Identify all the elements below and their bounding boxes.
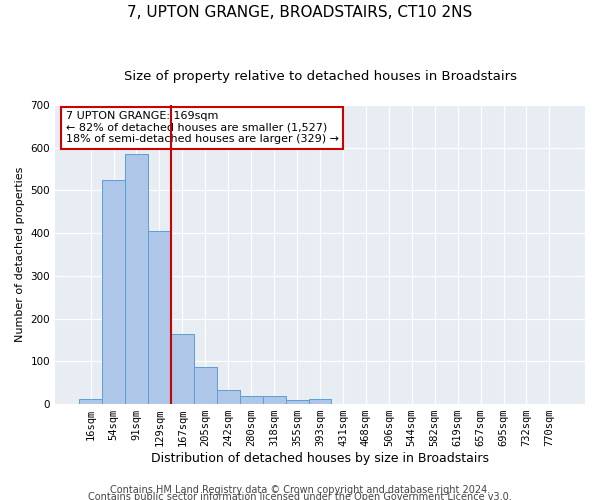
Bar bbox=[125, 154, 148, 404]
Text: Contains public sector information licensed under the Open Government Licence v3: Contains public sector information licen… bbox=[88, 492, 512, 500]
Bar bbox=[286, 400, 308, 404]
Text: 7, UPTON GRANGE, BROADSTAIRS, CT10 2NS: 7, UPTON GRANGE, BROADSTAIRS, CT10 2NS bbox=[127, 5, 473, 20]
Text: Contains HM Land Registry data © Crown copyright and database right 2024.: Contains HM Land Registry data © Crown c… bbox=[110, 485, 490, 495]
Bar bbox=[308, 399, 331, 404]
Bar bbox=[240, 396, 263, 404]
Bar bbox=[194, 367, 217, 404]
Text: 7 UPTON GRANGE: 169sqm
← 82% of detached houses are smaller (1,527)
18% of semi-: 7 UPTON GRANGE: 169sqm ← 82% of detached… bbox=[65, 111, 338, 144]
Title: Size of property relative to detached houses in Broadstairs: Size of property relative to detached ho… bbox=[124, 70, 517, 83]
Bar bbox=[171, 334, 194, 404]
Bar bbox=[148, 231, 171, 404]
Bar bbox=[79, 398, 102, 404]
Y-axis label: Number of detached properties: Number of detached properties bbox=[15, 167, 25, 342]
Bar bbox=[217, 390, 240, 404]
Bar bbox=[102, 180, 125, 404]
Bar bbox=[263, 396, 286, 404]
X-axis label: Distribution of detached houses by size in Broadstairs: Distribution of detached houses by size … bbox=[151, 452, 489, 465]
